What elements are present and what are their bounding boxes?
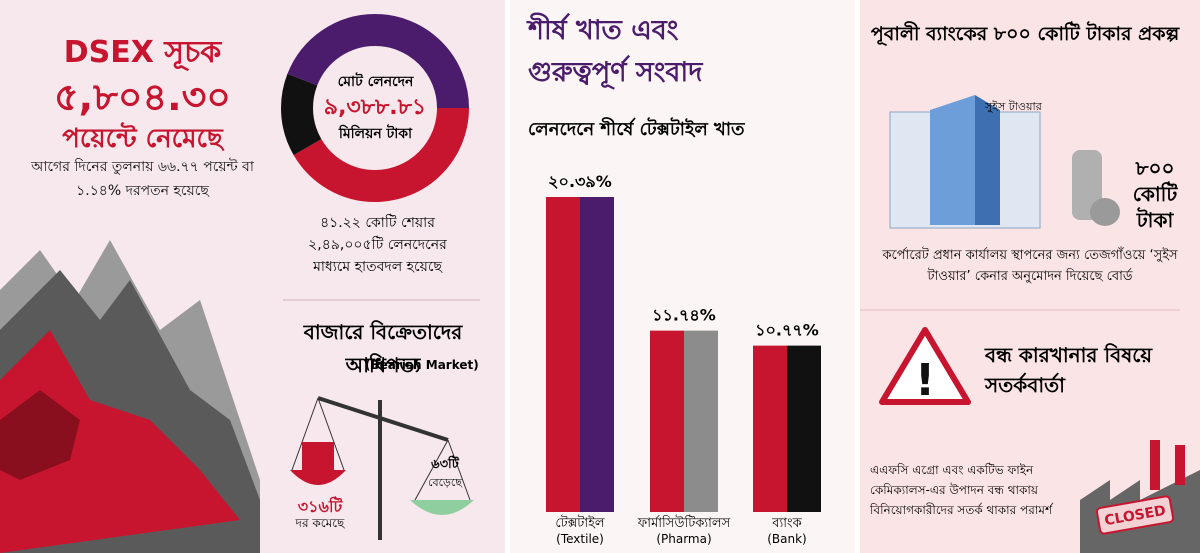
donut-purple bbox=[281, 14, 469, 202]
index-note: আগের দিনের তুলনায় ৬৬.৭৭ পয়েন্ট বা ১.১৪… bbox=[31, 159, 254, 199]
declined-count: ৩১৬টি bbox=[297, 497, 343, 516]
turnover-value: ৯,৩৮৮.৮১ bbox=[323, 95, 427, 120]
x-tick-note: (Bank) bbox=[767, 532, 807, 546]
index-title: DSEX সূচক bbox=[63, 35, 222, 70]
bar bbox=[684, 330, 718, 512]
tower-side bbox=[975, 95, 1000, 225]
project-note: কর্পোরেট প্রধান কার্যালয় স্থাপনের জন্য … bbox=[882, 248, 1178, 284]
index-value: ৫,৮০৪.৩০ bbox=[54, 75, 231, 119]
tower bbox=[930, 95, 975, 225]
bar bbox=[580, 197, 614, 512]
warning-mark: ! bbox=[915, 355, 935, 406]
closed-sign-box bbox=[1095, 495, 1175, 535]
value-label: ২০.৩৯% bbox=[548, 172, 612, 191]
scale-pan-right bbox=[410, 500, 474, 515]
warning-icon bbox=[879, 327, 971, 405]
bar bbox=[546, 197, 580, 512]
x-tick-label: টেক্সটাইল bbox=[555, 516, 605, 531]
warning-title: বন্ধ কারখানার বিষয়ে সতর্কবার্তা bbox=[985, 343, 1153, 397]
scale-strings bbox=[291, 397, 471, 501]
amount: ৮০০ কোটি টাকা bbox=[1132, 156, 1178, 232]
coin bbox=[1090, 198, 1120, 226]
mountain-red bbox=[0, 330, 240, 553]
value-label: ১১.৭৪% bbox=[652, 306, 716, 325]
bar bbox=[753, 345, 787, 512]
x-tick-label: ফার্মাসিউটিক্যালস bbox=[637, 516, 731, 531]
bar bbox=[787, 345, 821, 512]
chimney bbox=[1150, 440, 1160, 490]
coins bbox=[1072, 150, 1120, 226]
right-panel bbox=[860, 0, 1200, 553]
x-tick-label: ব্যাংক bbox=[772, 516, 802, 531]
scale-beam bbox=[317, 396, 449, 442]
project-title: পূবালী ব্যাংকের ৮০০ কোটি টাকার প্রকল্প bbox=[870, 23, 1180, 45]
turnover-label: মোট লেনদেন bbox=[337, 74, 414, 90]
x-tick-note: (Pharma) bbox=[656, 532, 712, 546]
value-label: ১০.৭৭% bbox=[755, 321, 819, 340]
market-note: (Bearish Market) bbox=[365, 358, 479, 372]
chart-title: শীর্ষ খাত এবং গুরুত্বপূর্ণ সংবাদ bbox=[528, 15, 703, 88]
bear bbox=[0, 390, 80, 480]
donut-black bbox=[281, 14, 469, 202]
scale-pan-left bbox=[290, 470, 346, 485]
chimney bbox=[1175, 445, 1185, 485]
x-tick-note: (Textile) bbox=[556, 532, 604, 546]
weight bbox=[302, 442, 334, 470]
declined-label: দর কমেছে bbox=[295, 516, 345, 530]
advanced-label: বেড়েছে bbox=[428, 476, 462, 489]
index-change: পয়েন্টে নেমেছে bbox=[62, 124, 223, 154]
tower-label: সুইস টাওয়ার bbox=[985, 100, 1042, 113]
turnover-unit: মিলিয়ন টাকা bbox=[338, 126, 413, 142]
warning-note: এএফসি এগ্রো এবং একটিভ ফাইন কেমিক্যালস-এর… bbox=[870, 463, 1053, 517]
bar bbox=[650, 330, 684, 512]
shares-note: ৪১.২২ কোটি শেয়ার ২,৪৯,০০৫টি লেনদেনের মা… bbox=[308, 215, 447, 275]
chart-subtitle: লেনদেনে শীর্ষে টেক্সটাইল খাত bbox=[528, 119, 745, 140]
market-title: বাজারে বিক্রেতাদের আধিপত্য bbox=[303, 320, 463, 377]
advanced-count: ৬৩টি bbox=[431, 457, 459, 472]
